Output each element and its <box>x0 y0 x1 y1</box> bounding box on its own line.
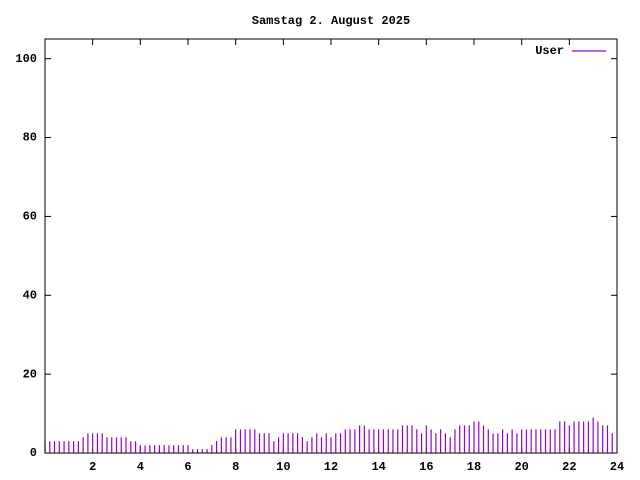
y-tick-label: 20 <box>23 367 37 381</box>
x-tick-label: 12 <box>324 460 338 474</box>
x-tick-label: 10 <box>276 460 290 474</box>
y-tick-label: 100 <box>15 52 37 66</box>
x-tick-label: 22 <box>562 460 576 474</box>
x-tick-label: 16 <box>419 460 433 474</box>
plot-border <box>44 38 618 454</box>
legend-label: User <box>535 44 564 58</box>
x-tick-label: 6 <box>184 460 191 474</box>
chart-title: Samstag 2. August 2025 <box>252 14 410 28</box>
y-tick-label: 80 <box>23 131 37 145</box>
x-tick-label: 14 <box>371 460 385 474</box>
x-tick-label: 8 <box>232 460 239 474</box>
x-tick-label: 24 <box>610 460 624 474</box>
y-tick-label: 60 <box>23 210 37 224</box>
y-tick-label: 0 <box>30 446 37 460</box>
x-tick-label: 2 <box>89 460 96 474</box>
x-tick-label: 20 <box>514 460 528 474</box>
y-tick-label: 40 <box>23 288 37 302</box>
x-tick-label: 18 <box>467 460 481 474</box>
x-tick-label: 4 <box>137 460 144 474</box>
